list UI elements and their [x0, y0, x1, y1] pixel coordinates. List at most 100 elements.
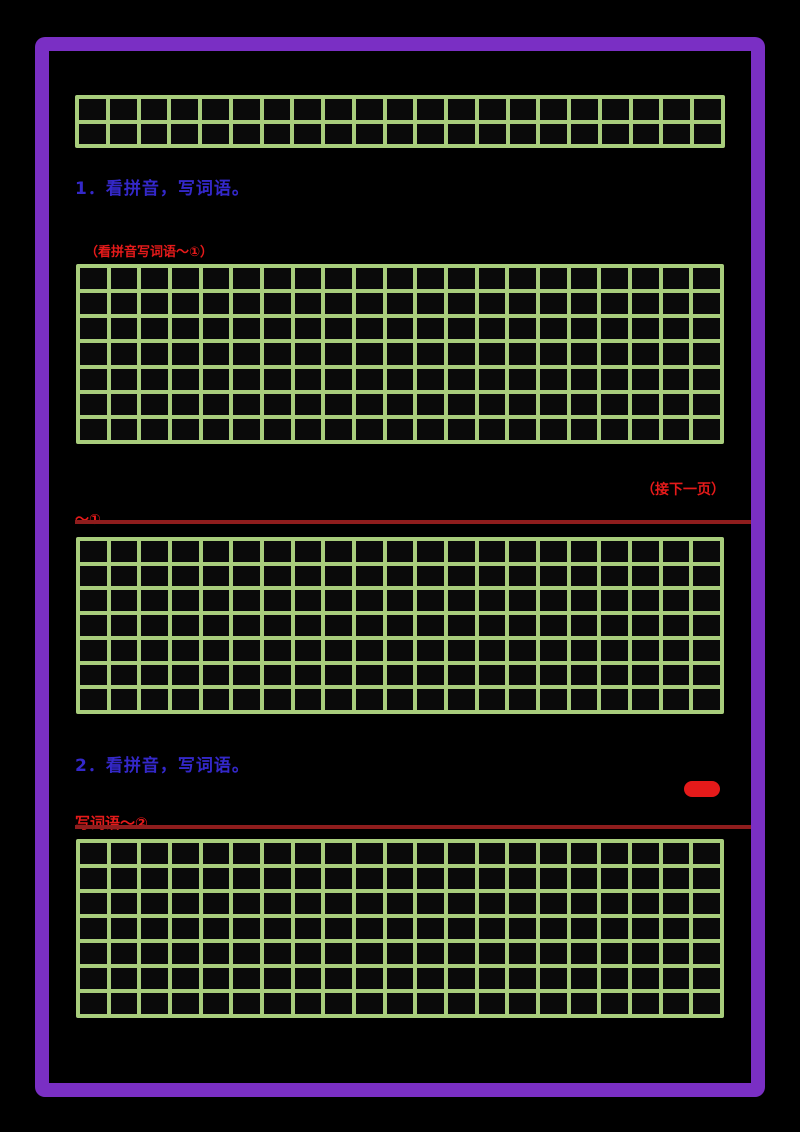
- grid-cell: [80, 541, 107, 562]
- grid-cell: [570, 868, 598, 889]
- grid-cell: [80, 943, 107, 964]
- grid-cell: [539, 639, 567, 661]
- grid-cell: [110, 368, 138, 390]
- grid-cell: [539, 590, 567, 612]
- grid-cell: [263, 993, 291, 1014]
- grid-cell: [417, 615, 444, 636]
- grid-cell: [355, 343, 383, 365]
- grid-cell: [386, 318, 414, 340]
- grid-cell: [478, 343, 506, 365]
- grid-cell: [294, 565, 322, 587]
- grid-cell: [233, 343, 260, 365]
- grid-cell: [294, 868, 322, 889]
- grid-cell: [202, 565, 230, 587]
- grid-cell: [447, 993, 475, 1014]
- grid-cell: [386, 293, 414, 315]
- divider-line-2: [75, 825, 751, 829]
- grid-cell: [263, 123, 291, 144]
- grid-cell: [202, 868, 230, 889]
- grid-cell: [631, 590, 659, 612]
- grid-cell: [202, 541, 230, 562]
- grid-cell: [233, 968, 260, 989]
- divider-line-1: [75, 520, 751, 524]
- grid-cell: [417, 968, 444, 989]
- grid-cell: [386, 843, 414, 864]
- grid-cell: [141, 868, 168, 889]
- grid-cell: [540, 123, 568, 144]
- grid-cell: [110, 689, 138, 710]
- grid-cell: [570, 541, 598, 562]
- grid-cell: [202, 318, 230, 340]
- grid-cell: [386, 615, 414, 636]
- grid-cell: [141, 918, 168, 939]
- grid-cell: [447, 590, 475, 612]
- grid-cell: [141, 268, 168, 290]
- grid-cell: [509, 968, 536, 989]
- grid-cell: [693, 689, 720, 710]
- grid-cell: [447, 943, 475, 964]
- grid-cell: [294, 393, 322, 415]
- grid-cell: [233, 590, 260, 612]
- grid-cell: [694, 99, 721, 120]
- grid-cell: [631, 843, 659, 864]
- grid-cell: [447, 639, 475, 661]
- grid-cell: [171, 541, 199, 562]
- section2-heading: 2．看拼音，写词语。: [75, 751, 250, 776]
- grid-cell: [110, 943, 138, 964]
- grid-cell: [539, 943, 567, 964]
- red-badge: [684, 781, 720, 797]
- grid-cell: [601, 639, 628, 661]
- grid-cell: [662, 268, 690, 290]
- grid-cell: [693, 293, 720, 315]
- grid-cell: [509, 565, 536, 587]
- grid-cell: [478, 590, 506, 612]
- grid-cell: [325, 993, 352, 1014]
- grid-cell: [601, 418, 628, 440]
- grid-cell: [570, 368, 598, 390]
- grid-cell: [294, 689, 322, 710]
- grid-cell: [355, 99, 383, 120]
- grid-cell: [80, 639, 107, 661]
- grid-cell: [202, 343, 230, 365]
- grid-cell: [570, 993, 598, 1014]
- grid-cell: [417, 843, 444, 864]
- grid-cell: [478, 541, 506, 562]
- grid-cell: [570, 565, 598, 587]
- grid-cell: [417, 368, 444, 390]
- grid-cell: [171, 318, 199, 340]
- grid-cell: [171, 293, 199, 315]
- grid-cell: [417, 689, 444, 710]
- grid-cell: [202, 993, 230, 1014]
- grid-cell: [202, 615, 230, 636]
- grid-cell: [693, 893, 720, 914]
- grid-cell: [539, 565, 567, 587]
- grid-cell: [263, 893, 291, 914]
- grid-cell: [447, 541, 475, 562]
- grid-cell: [601, 664, 628, 686]
- grid-cell: [110, 968, 138, 989]
- grid-cell: [448, 123, 475, 144]
- grid-cell: [539, 843, 567, 864]
- grid-cell: [110, 565, 138, 587]
- grid-cell: [631, 918, 659, 939]
- grid-cell: [325, 918, 352, 939]
- grid-cell: [662, 343, 690, 365]
- grid-cell: [601, 918, 628, 939]
- writing-grid-1: [76, 264, 724, 444]
- grid-cell: [417, 590, 444, 612]
- grid-cell: [355, 639, 383, 661]
- grid-cell: [233, 943, 260, 964]
- grid-cell: [693, 664, 720, 686]
- grid-cell: [141, 843, 168, 864]
- grid-cell: [171, 639, 199, 661]
- grid-cell: [386, 943, 414, 964]
- grid-cell: [263, 615, 291, 636]
- grid-cell: [662, 993, 690, 1014]
- grid-cell: [79, 123, 106, 144]
- grid-cell: [202, 689, 230, 710]
- grid-cell: [601, 565, 628, 587]
- grid-cell: [693, 393, 720, 415]
- grid-cell: [386, 268, 414, 290]
- grid-cell: [601, 318, 628, 340]
- grid-cell: [570, 418, 598, 440]
